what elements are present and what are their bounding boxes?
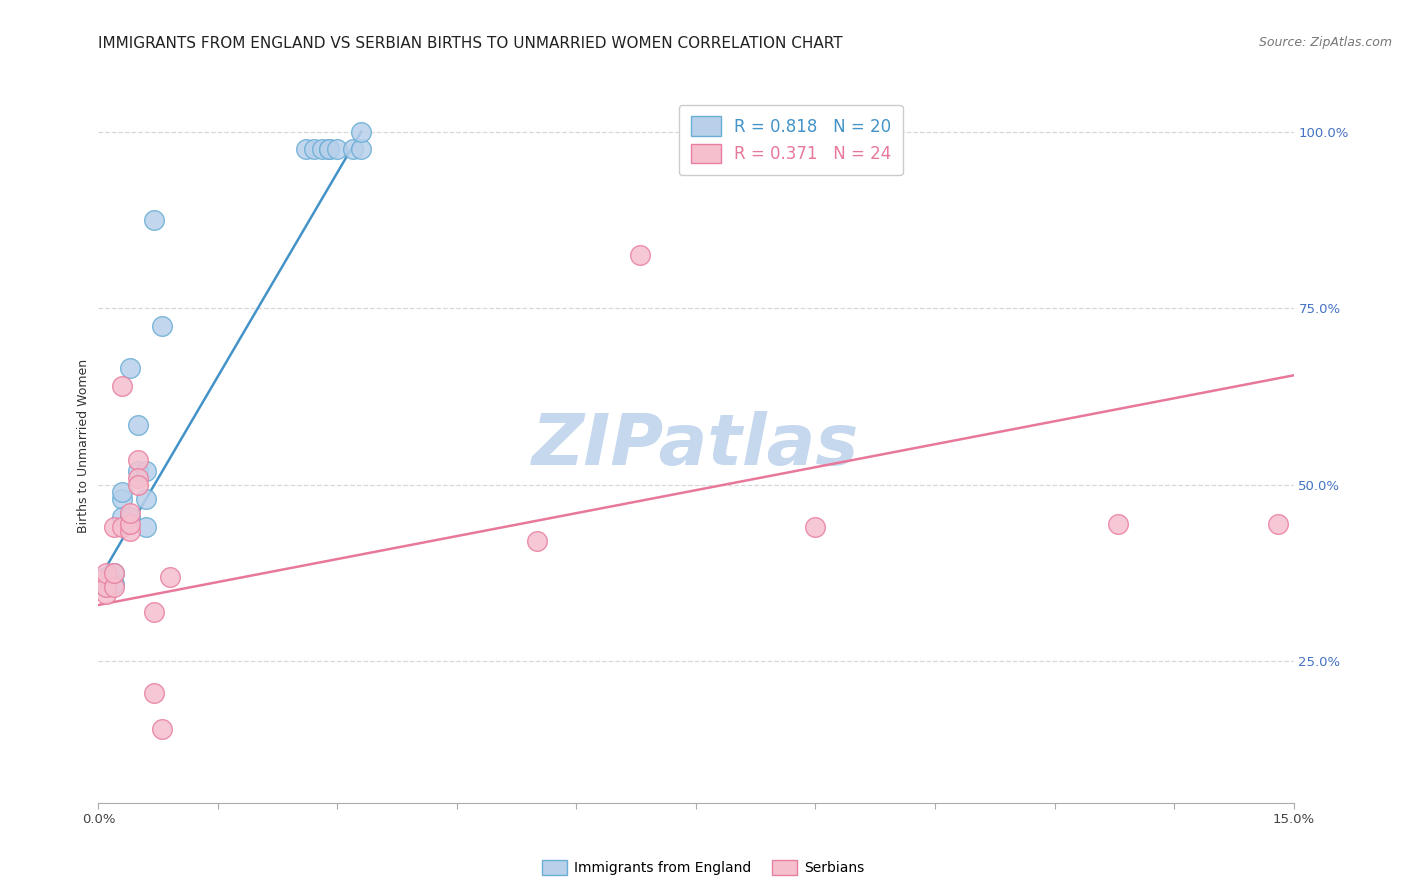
Point [96, 570, 118, 584]
Point [143, 213, 166, 227]
Point [526, 534, 548, 549]
Point [103, 576, 125, 591]
Point [111, 509, 134, 524]
Point [96, 566, 118, 581]
Point [1267, 516, 1289, 531]
Point [96, 580, 118, 594]
Point [135, 491, 157, 506]
Point [318, 142, 340, 156]
Point [96, 587, 118, 601]
Point [111, 379, 134, 393]
Point [127, 471, 149, 485]
Point [804, 520, 827, 534]
Point [311, 142, 333, 156]
Point [111, 491, 134, 506]
Point [135, 520, 157, 534]
Point [120, 509, 142, 524]
Point [342, 142, 364, 156]
Point [127, 478, 149, 492]
Point [103, 580, 125, 594]
Point [302, 142, 325, 156]
Point [628, 248, 651, 262]
Text: Source: ZipAtlas.com: Source: ZipAtlas.com [1258, 36, 1392, 49]
Point [87, 573, 110, 587]
Y-axis label: Births to Unmarried Women: Births to Unmarried Women [77, 359, 90, 533]
Legend: Immigrants from England, Serbians: Immigrants from England, Serbians [536, 855, 870, 880]
Text: IMMIGRANTS FROM ENGLAND VS SERBIAN BIRTHS TO UNMARRIED WOMEN CORRELATION CHART: IMMIGRANTS FROM ENGLAND VS SERBIAN BIRTH… [98, 36, 844, 51]
Point [159, 570, 181, 584]
Point [1107, 516, 1129, 531]
Point [318, 142, 340, 156]
Point [143, 605, 166, 619]
Point [350, 142, 373, 156]
Point [127, 417, 149, 432]
Point [103, 566, 125, 581]
Point [120, 516, 142, 531]
Legend: R = 0.818   N = 20, R = 0.371   N = 24: R = 0.818 N = 20, R = 0.371 N = 24 [679, 104, 903, 175]
Point [120, 506, 142, 520]
Point [150, 722, 173, 736]
Point [350, 125, 373, 139]
Point [87, 573, 110, 587]
Point [135, 464, 157, 478]
Point [103, 520, 125, 534]
Point [120, 361, 142, 376]
Point [150, 318, 173, 333]
Point [326, 142, 349, 156]
Point [111, 520, 134, 534]
Point [127, 464, 149, 478]
Point [127, 453, 149, 467]
Point [111, 484, 134, 499]
Text: ZIPatlas: ZIPatlas [533, 411, 859, 481]
Point [143, 686, 166, 700]
Point [103, 566, 125, 581]
Point [294, 142, 316, 156]
Point [96, 580, 118, 594]
Point [120, 524, 142, 538]
